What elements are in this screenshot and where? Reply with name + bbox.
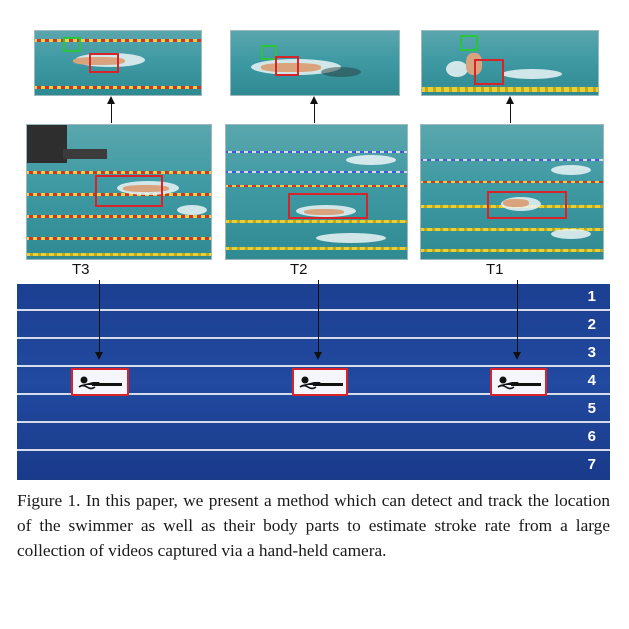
pool-lane-diagram: 1 2 3 4 5 6 7	[17, 284, 610, 480]
arrow-down-icon	[95, 352, 103, 360]
figure-caption: Figure 1. In this paper, we present a me…	[17, 491, 610, 560]
head-detection-box	[460, 35, 478, 51]
lane-number: 4	[587, 372, 596, 389]
swimmer-detection-box	[487, 191, 567, 219]
swimmer-position-t1	[490, 368, 547, 396]
swimmer-figure	[123, 185, 169, 192]
swimmer-position-t2	[292, 368, 348, 396]
swimmer-detection-box	[288, 193, 368, 219]
swimmer-figure	[304, 209, 344, 215]
arrow-up-icon	[107, 96, 115, 104]
track-label-t2: T2	[290, 261, 308, 278]
lane-number: 6	[587, 428, 596, 445]
head-detection-box	[261, 45, 277, 60]
zoom-crop-t2	[230, 30, 400, 96]
swimmer-icon	[78, 376, 122, 390]
arrow-up-icon	[310, 96, 318, 104]
arrow-up-icon	[510, 104, 511, 123]
track-label-t1: T1	[486, 261, 504, 278]
arrow-down-icon	[517, 280, 518, 354]
swimmer-icon	[497, 376, 541, 390]
body-detection-box	[474, 59, 504, 85]
lane-number: 7	[587, 456, 596, 473]
body-detection-box	[89, 53, 119, 73]
video-frame-t3	[26, 124, 212, 260]
arrow-down-icon	[513, 352, 521, 360]
body-detection-box	[275, 56, 299, 76]
video-frame-t2	[225, 124, 408, 260]
arrow-up-icon	[314, 104, 315, 123]
head-detection-box	[63, 37, 81, 52]
swimmer-detection-box	[95, 175, 163, 207]
lane-number: 1	[587, 288, 596, 305]
swimmer-figure	[503, 199, 529, 207]
swimmer-icon	[299, 376, 343, 390]
zoom-crop-t3	[34, 30, 202, 96]
track-label-t3: T3	[72, 261, 90, 278]
arrow-down-icon	[318, 280, 319, 354]
swimmer-position-t3	[71, 368, 129, 396]
lane-number: 2	[587, 316, 596, 333]
arrow-up-icon	[111, 104, 112, 123]
swimmer-figure	[261, 63, 321, 72]
zoom-crop-t1	[421, 30, 599, 96]
lane-number: 5	[587, 400, 596, 417]
arrow-up-icon	[506, 96, 514, 104]
video-frame-t1	[420, 124, 604, 260]
arrow-down-icon	[314, 352, 322, 360]
swimmer-figure	[73, 57, 125, 65]
lane-number: 3	[587, 344, 596, 361]
arrow-down-icon	[99, 280, 100, 354]
